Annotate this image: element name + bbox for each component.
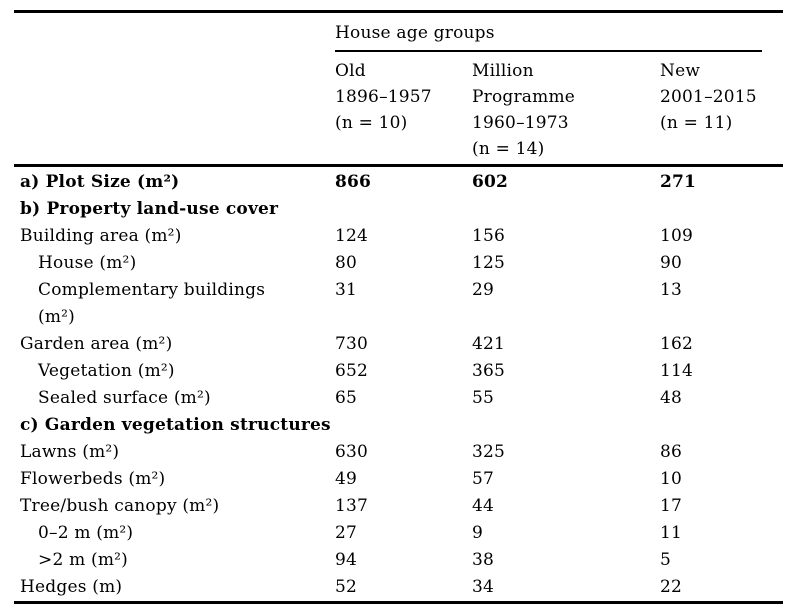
- value-cell: 22: [660, 577, 683, 597]
- row-label: House (m²): [38, 253, 137, 273]
- value-cell: 90: [660, 253, 683, 273]
- row-label: Vegetation (m²): [38, 361, 175, 381]
- table-row: Hedges (m) 52 34 22: [14, 574, 783, 603]
- value-cell: 630: [335, 442, 369, 462]
- value-cell: 421: [472, 334, 506, 354]
- value-cell: [660, 196, 783, 223]
- table-body: a) Plot Size (m²) 866 602 271 b) Propert…: [14, 166, 783, 603]
- table-row: >2 m (m²) 94 38 5: [14, 547, 783, 574]
- value-cell: 11: [660, 523, 683, 543]
- value-cell: 13: [660, 280, 683, 300]
- value-cell: 34: [472, 577, 495, 597]
- column-header-row: Old 1896–1957 (n = 10) Million Programme…: [14, 52, 784, 167]
- table-row: Tree/bush canopy (m²) 137 44 17: [14, 493, 783, 520]
- value-cell: 866: [335, 172, 372, 192]
- value-cell: 125: [472, 253, 506, 273]
- value-cell: 52: [335, 577, 358, 597]
- col-header-old: Old 1896–1957 (n = 10): [335, 52, 472, 167]
- header-empty-cell: [14, 52, 335, 167]
- table-row: Sealed surface (m²) 65 55 48: [14, 385, 783, 412]
- value-cell: 137: [335, 496, 369, 516]
- value-cell: 29: [472, 280, 495, 300]
- row-label: Garden area (m²): [20, 334, 173, 354]
- value-cell: 86: [660, 442, 683, 462]
- table-row: c) Garden vegetation structures: [14, 412, 783, 439]
- value-cell: 27: [335, 523, 358, 543]
- row-label: 0–2 m (m²): [38, 523, 134, 543]
- row-label: Complementary buildings (m²): [38, 280, 266, 327]
- value-cell: 114: [660, 361, 694, 381]
- value-cell: [335, 196, 472, 223]
- table-row: a) Plot Size (m²) 866 602 271: [14, 166, 783, 197]
- value-cell: 5: [660, 550, 672, 570]
- value-cell: 17: [660, 496, 683, 516]
- value-cell: 124: [335, 226, 369, 246]
- value-cell: 48: [660, 388, 683, 408]
- value-cell: [472, 412, 660, 439]
- value-cell: 49: [335, 469, 358, 489]
- value-cell: 162: [660, 334, 694, 354]
- table-row: House (m²) 80 125 90: [14, 250, 783, 277]
- row-label: Building area (m²): [20, 226, 182, 246]
- value-cell: 365: [472, 361, 506, 381]
- value-cell: 31: [335, 280, 358, 300]
- table-row: Lawns (m²) 630 325 86: [14, 439, 783, 466]
- value-cell: 80: [335, 253, 358, 273]
- row-label: a) Plot Size (m²): [20, 172, 180, 192]
- value-cell: 109: [660, 226, 694, 246]
- spanner-cell: House age groups: [335, 12, 783, 52]
- house-age-groups-label: House age groups: [335, 21, 763, 52]
- row-label: Sealed surface (m²): [38, 388, 211, 408]
- value-cell: [472, 196, 660, 223]
- table-header: House age groups Old 1896–1957 (n = 10) …: [14, 12, 784, 167]
- value-cell: 156: [472, 226, 506, 246]
- spanner-row: House age groups: [14, 12, 783, 53]
- table-row: Flowerbeds (m²) 49 57 10: [14, 466, 783, 493]
- row-label: Flowerbeds (m²): [20, 469, 166, 489]
- table-row: Building area (m²) 124 156 109: [14, 223, 783, 250]
- value-cell: 602: [472, 172, 509, 192]
- col-header-million-programme: Million Programme 1960–1973 (n = 14): [472, 52, 660, 167]
- value-cell: [335, 412, 472, 439]
- spanner-empty-cell: [14, 12, 335, 53]
- table-row: Vegetation (m²) 652 365 114: [14, 358, 783, 385]
- value-cell: 730: [335, 334, 369, 354]
- value-cell: 325: [472, 442, 506, 462]
- value-cell: 65: [335, 388, 358, 408]
- table-row: b) Property land-use cover: [14, 196, 783, 223]
- row-label: c) Garden vegetation structures: [20, 415, 331, 435]
- measurements-table: House age groups Old 1896–1957 (n = 10) …: [14, 10, 784, 604]
- value-cell: 94: [335, 550, 358, 570]
- table-row: Complementary buildings (m²) 31 29 13: [14, 277, 783, 331]
- table-row: 0–2 m (m²) 27 9 11: [14, 520, 783, 547]
- row-label: Tree/bush canopy (m²): [20, 496, 220, 516]
- value-cell: 44: [472, 496, 495, 516]
- value-cell: 38: [472, 550, 495, 570]
- row-label: b) Property land-use cover: [20, 199, 279, 219]
- row-label: Lawns (m²): [20, 442, 120, 462]
- value-cell: 55: [472, 388, 495, 408]
- value-cell: 10: [660, 469, 683, 489]
- col-header-new: New 2001–2015 (n = 11): [660, 52, 784, 167]
- value-cell: 57: [472, 469, 495, 489]
- value-cell: 652: [335, 361, 369, 381]
- value-cell: 271: [660, 172, 697, 192]
- value-cell: 9: [472, 523, 484, 543]
- table-row: Garden area (m²) 730 421 162: [14, 331, 783, 358]
- value-cell: [660, 412, 783, 439]
- row-label: >2 m (m²): [38, 550, 128, 570]
- paper-table-container: House age groups Old 1896–1957 (n = 10) …: [14, 10, 784, 604]
- row-label: Hedges (m): [20, 577, 123, 597]
